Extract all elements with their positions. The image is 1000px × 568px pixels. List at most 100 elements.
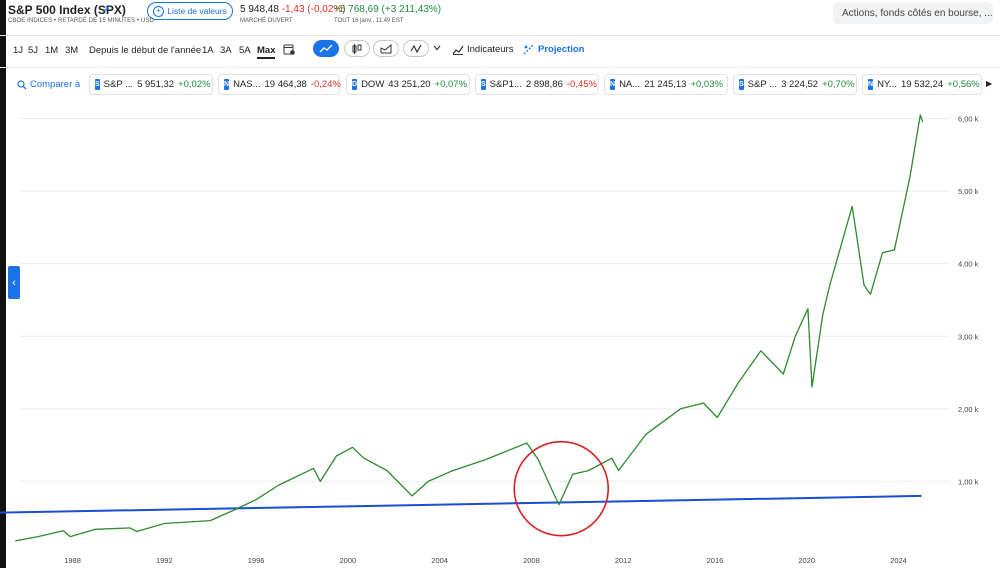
ticker-name: DOW (361, 79, 385, 90)
ticker-name: NA... (619, 79, 641, 90)
projection-label: Projection (538, 44, 585, 55)
add-to-watchlist-button[interactable]: + Liste de valeurs (147, 2, 233, 20)
external-link-icon[interactable]: ↗ (101, 4, 111, 16)
ticker-change: +0,56% (947, 79, 980, 90)
divider (0, 35, 1000, 36)
line-chart-icon (319, 44, 333, 53)
ticker-badge: N (224, 79, 230, 90)
current-price: 5 948,48 (240, 4, 279, 15)
chart-grid (20, 118, 950, 482)
ticker-name: S&P1... (489, 79, 522, 90)
x-axis: 1988 1992 1996 2000 2004 2008 2012 2016 2020 2024 (64, 556, 907, 565)
compare-tile[interactable]: S S&P ... 5 951,32 +0,02% (89, 74, 213, 95)
alltime-change: +5 768,69 (+3 211,43%) (334, 4, 442, 15)
annotation-layer (513, 440, 610, 537)
range-5d[interactable]: 5J (28, 45, 39, 56)
range-max[interactable]: Max (257, 45, 276, 59)
range-3m[interactable]: 3M (65, 45, 79, 56)
indicators-icon (452, 45, 464, 55)
exchange-info: CBOE INDICES • RETARDÉ DE 15 MINUTES • U… (8, 18, 154, 24)
y-axis: 1,00 k 2,00 k 3,00 k 4,00 k 5,00 k 6,00 k (958, 115, 979, 487)
ticker-name: S&P ... (747, 79, 778, 90)
ticker-name: NAS... (233, 79, 261, 90)
y-tick-label: 2,00 k (958, 405, 979, 414)
range-1y[interactable]: 1A (202, 45, 214, 56)
ticker-value: 19 464,38 (264, 79, 307, 90)
ticker-value: 3 224,52 (781, 79, 819, 90)
x-tick-label: 2016 (707, 556, 724, 565)
range-1m[interactable]: 1M (45, 45, 59, 56)
ticker-value: 21 245,13 (644, 79, 687, 90)
daily-change: -1,43 (-0,02%) (281, 4, 346, 15)
candlestick-icon (352, 43, 362, 54)
compare-button[interactable]: Comparer à (17, 79, 80, 90)
candlestick-button[interactable] (344, 40, 370, 57)
chevron-left-icon: ‹ (12, 276, 16, 289)
range-5y[interactable]: 5A (239, 45, 251, 56)
projection-button[interactable]: Projection (523, 44, 584, 55)
y-tick-label: 1,00 k (958, 477, 979, 486)
x-tick-label: 2008 (523, 556, 540, 565)
price-chart[interactable]: 1,00 k 2,00 k 3,00 k 4,00 k 5,00 k 6,00 k 198… (0, 104, 1000, 568)
search-icon (17, 79, 27, 89)
ticker-value: 5 951,32 (137, 79, 175, 90)
x-tick-label: 2020 (798, 556, 815, 565)
x-tick-label: 2024 (890, 556, 907, 565)
compare-tile[interactable]: N NAS... 19 464,38 -0,24% (218, 74, 341, 95)
projection-icon (523, 44, 534, 55)
highlight-circle (513, 440, 610, 537)
x-tick-label: 2012 (615, 556, 632, 565)
y-tick-label: 3,00 k (958, 332, 979, 341)
window-edge (0, 0, 6, 568)
ticker-value: 43 251,20 (388, 79, 431, 90)
compare-tile[interactable]: N NY... 19 532,24 +0,56% (862, 74, 982, 95)
collapse-panel-button[interactable]: ‹ (8, 266, 20, 299)
ticker-badge: S (481, 79, 486, 90)
area-chart-icon (380, 43, 392, 53)
price-line (15, 114, 924, 542)
ticker-change: -0,45% (566, 79, 597, 90)
indicators-label: Indicateurs (467, 44, 514, 55)
price-block: 5 948,48 -1,43 (-0,02%) (240, 4, 346, 15)
y-tick-label: 6,00 k (958, 115, 979, 124)
scroll-right-icon[interactable]: ▶ (986, 79, 993, 88)
index-title: S&P 500 Index (SPX) (8, 3, 126, 17)
trendline-layer (0, 494, 922, 514)
compare-tile[interactable]: N NA... 21 245,13 +0,03% (604, 74, 728, 95)
x-tick-label: 1988 (64, 556, 81, 565)
plus-icon: + (153, 5, 165, 17)
calendar-icon[interactable] (283, 43, 295, 55)
ticker-value: 2 898,86 (525, 79, 563, 90)
search-input[interactable]: Actions, fonds côtés en bourse, ... (833, 2, 993, 24)
compare-tile[interactable]: D DOW 43 251,20 +0,07% (346, 74, 470, 95)
timestamp: TOUT 16 janv., 11:49 EST (334, 18, 404, 24)
y-tick-label: 4,00 k (958, 260, 979, 269)
ticker-name: S&P ... (103, 79, 134, 90)
x-tick-label: 2000 (340, 556, 357, 565)
ticker-change: +0,02% (178, 79, 211, 90)
ticker-badge: S (95, 79, 100, 90)
ticker-badge: N (868, 79, 874, 90)
trendline (0, 494, 922, 514)
x-tick-label: 1996 (248, 556, 265, 565)
compare-tile[interactable]: S S&P ... 3 224,52 +0,70% (733, 74, 857, 95)
watchlist-label: Liste de valeurs (167, 6, 227, 16)
compare-tile[interactable]: S S&P1... 2 898,86 -0,45% (475, 74, 599, 95)
indicators-button[interactable]: Indicateurs (452, 44, 513, 55)
line-chart-button[interactable] (313, 40, 339, 57)
ticker-change: -0,24% (310, 79, 341, 90)
draw-button[interactable] (403, 40, 429, 57)
ticker-change: +0,03% (690, 79, 723, 90)
chevron-down-icon[interactable] (432, 43, 442, 53)
ticker-badge: S (739, 79, 744, 90)
range-ytd[interactable]: Depuis le début de l'année (89, 45, 202, 56)
range-1d[interactable]: 1J (13, 45, 24, 56)
market-status: MARCHÉ OUVERT (240, 18, 293, 24)
compare-label: Comparer à (30, 79, 81, 90)
range-3y[interactable]: 3A (220, 45, 232, 56)
area-chart-button[interactable] (373, 40, 399, 57)
ticker-name: NY... (877, 79, 897, 90)
x-tick-label: 2004 (431, 556, 448, 565)
ticker-badge: N (610, 79, 616, 90)
